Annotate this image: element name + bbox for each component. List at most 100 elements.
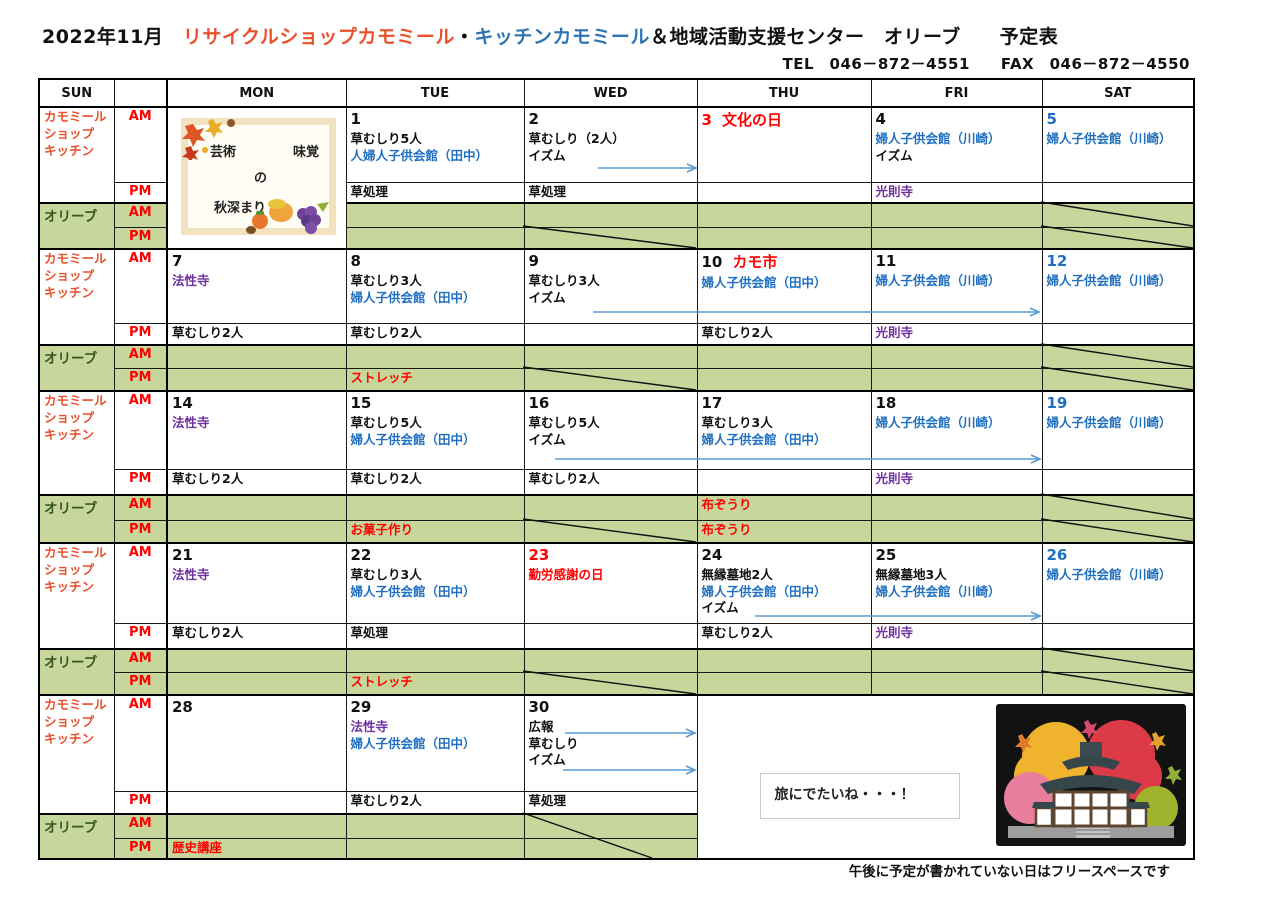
week1-pm-row: PM 草処理 草処理 光則寺: [39, 181, 1195, 204]
event-text: 婦人子供会館（川崎）: [875, 415, 1001, 430]
olive-cell: [870, 367, 1043, 392]
pm-label: PM: [113, 468, 168, 496]
day-cell-26: 26 婦人子供会館（川崎）: [1041, 542, 1195, 624]
olive-cell: [870, 519, 1043, 544]
am-label: AM: [113, 813, 168, 839]
event-text: 法性寺: [172, 567, 210, 582]
card-text-taste: 味覚: [292, 145, 319, 160]
header-mon: MON: [166, 78, 347, 108]
header-ampm: [113, 78, 168, 108]
event-text: 草むしり3人: [350, 567, 422, 582]
event-text: 無縁墓地2人: [701, 567, 773, 582]
olive-cell: [1041, 226, 1195, 250]
pm-label: PM: [113, 181, 168, 204]
day-cell-8: 8 草むしり3人 婦人子供会館（田中）: [345, 248, 525, 324]
pm-cell: 草むしり2人: [345, 322, 525, 346]
title-month: 2022年11月: [42, 26, 164, 48]
olive-cell: [870, 344, 1043, 369]
olive-cell: [523, 837, 698, 860]
olive-cell: [1041, 494, 1195, 521]
pm-cell: 草むしり2人: [166, 622, 347, 650]
contact-line: TEL 046－872－4551 FAX 046－872－4550: [782, 55, 1190, 73]
olive-cell: [870, 671, 1043, 696]
page-title: 2022年11月 リサイクルショップカモミール・キッチンカモミール＆地域活動支援…: [42, 22, 1058, 49]
week2-pm-row: PM 草むしり2人 草むしり2人 草むしり2人 光則寺: [39, 322, 1195, 346]
schedule-table: SUN MON TUE WED THU FRI SAT カモミール ショップ キ…: [38, 78, 1195, 860]
olive-cell: [523, 813, 698, 839]
olive-cell: [345, 813, 525, 839]
am-label: AM: [113, 248, 168, 324]
olive-cell: [523, 648, 698, 673]
day-cell-17: 17 草むしり3人 婦人子供会館（田中）: [696, 390, 872, 470]
olive-cell: [166, 671, 347, 696]
fruits-icon: [246, 199, 329, 234]
olive-cell: [166, 494, 347, 521]
day-cell-28: 28: [166, 694, 347, 792]
pm-cell: 光則寺: [870, 468, 1043, 496]
event-text: 婦人子供会館（田中）: [350, 735, 476, 751]
week2-am-row: カモミール ショップ キッチン AM 7 法性寺 8 草むしり3人 婦人子供会館…: [38, 248, 1195, 346]
title-rest: ＆地域活動支援センター オリーブ 予定表: [649, 26, 1059, 48]
pm-cell: 草むしり2人: [345, 790, 525, 815]
am-label: AM: [113, 202, 168, 228]
day-cell-4: 4 婦人子供会館（川崎） イズム: [870, 106, 1043, 183]
olive-cell: [696, 226, 872, 250]
pm-cell: [696, 181, 872, 204]
event-text: イズム: [528, 752, 566, 767]
olive-cell: [1041, 519, 1195, 544]
kamomiru-label: カモミール ショップ キッチン: [38, 542, 115, 650]
event-text: 草むしり3人: [701, 415, 773, 430]
event-text: 婦人子供会館（川崎）: [1046, 567, 1172, 582]
day-cell-1: 1 草むしり5人 人婦人子供会館（田中）: [345, 106, 525, 183]
olive-cell: [345, 202, 525, 228]
kamomiru-label: カモミール ショップ キッチン: [38, 390, 115, 496]
pm-cell: [696, 468, 872, 496]
event-text: 婦人子供会館（川崎）: [875, 131, 1001, 146]
day-cell-11: 11 婦人子供会館（川崎）: [870, 248, 1043, 324]
olive-cell: [345, 648, 525, 673]
am-label: AM: [113, 106, 168, 183]
header-thu: THU: [696, 78, 872, 108]
title-kitchen: キッチンカモミール: [474, 26, 650, 48]
pm-label: PM: [113, 671, 168, 696]
olive-cell: [523, 494, 698, 521]
olive-label: オリーブ: [38, 494, 115, 544]
olive-cell: [696, 648, 872, 673]
event-text: イズム: [528, 431, 566, 447]
pm-cell: 光則寺: [870, 181, 1043, 204]
day-cell-12: 12 婦人子供会館（川崎）: [1041, 248, 1195, 324]
event-text: 草むしり5人: [350, 415, 422, 430]
week1-am-row: カモミール ショップ キッチン AM 芸術 味覚 の 秋深まり・・: [38, 106, 1195, 250]
olive-label: オリーブ: [38, 202, 115, 250]
day-cell-22: 22 草むしり3人 婦人子供会館（田中）: [345, 542, 525, 624]
day-cell-23: 23 勤労感謝の日: [523, 542, 698, 624]
olive-cell: [166, 344, 347, 369]
day-cell-5: 5 婦人子供会館（川崎）: [1041, 106, 1195, 183]
title-shop: リサイクルショップカモミール: [182, 26, 455, 48]
pm-label: PM: [113, 322, 168, 346]
event-text: 草むしり3人: [350, 273, 422, 288]
pm-label: PM: [113, 790, 168, 815]
olive-cell: [166, 367, 347, 392]
am-label: AM: [113, 694, 168, 792]
pm-label: PM: [113, 837, 168, 860]
olive-cell: [523, 519, 698, 544]
event-text: 婦人子供会館（田中）: [350, 583, 476, 599]
am-label: AM: [113, 494, 168, 521]
olive-cell: [523, 367, 698, 392]
event-text: 婦人子供会館（川崎）: [875, 583, 1001, 599]
day-cell-10: 10 カモ市 婦人子供会館（田中）: [696, 248, 872, 324]
event-text: 婦人子供会館（川崎）: [1046, 415, 1172, 430]
event-text: 婦人子供会館（田中）: [701, 431, 827, 447]
travel-note: 旅にでたいね・・・！: [759, 773, 960, 819]
olive-cell: [166, 519, 347, 544]
olive-cell: [523, 202, 698, 228]
olive-cell: [1041, 367, 1195, 392]
week3-am-row: カモミール ショップ キッチン AM 14 法性寺 15 草むしり5人 婦人子供…: [38, 390, 1195, 496]
olive-label: オリーブ: [38, 648, 115, 696]
pm-cell: 光則寺: [870, 622, 1043, 650]
event-text: 無縁墓地3人: [875, 567, 947, 582]
pm-cell: 草処理: [345, 622, 525, 650]
pm-cell: [1041, 622, 1195, 650]
